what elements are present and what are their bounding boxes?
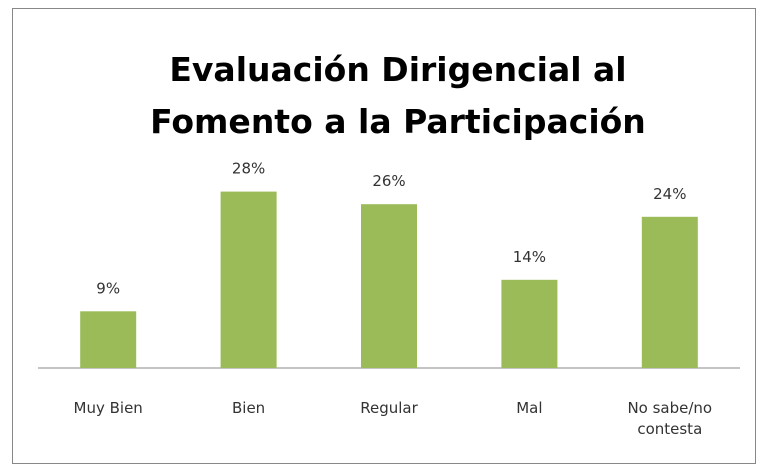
bar: [361, 204, 417, 368]
bar: [220, 191, 277, 368]
value-label: 14%: [513, 248, 546, 266]
value-label: 26%: [372, 172, 405, 190]
x-tick-label: No sabe/no contesta: [627, 399, 713, 438]
bar: [501, 279, 558, 368]
value-label: 28%: [232, 160, 265, 178]
x-tick-label: Mal: [516, 399, 543, 417]
bar: [80, 311, 137, 368]
x-tick-label: Muy Bien: [73, 399, 143, 417]
chart-frame: [12, 8, 756, 464]
chart-title: Evaluación Dirigencial al Fomento a la P…: [150, 50, 646, 141]
x-tick-label: Bien: [231, 399, 266, 417]
x-tick-label: Regular: [360, 399, 418, 417]
bar: [641, 216, 698, 368]
value-label: 9%: [96, 279, 120, 297]
value-label: 24%: [653, 185, 686, 203]
